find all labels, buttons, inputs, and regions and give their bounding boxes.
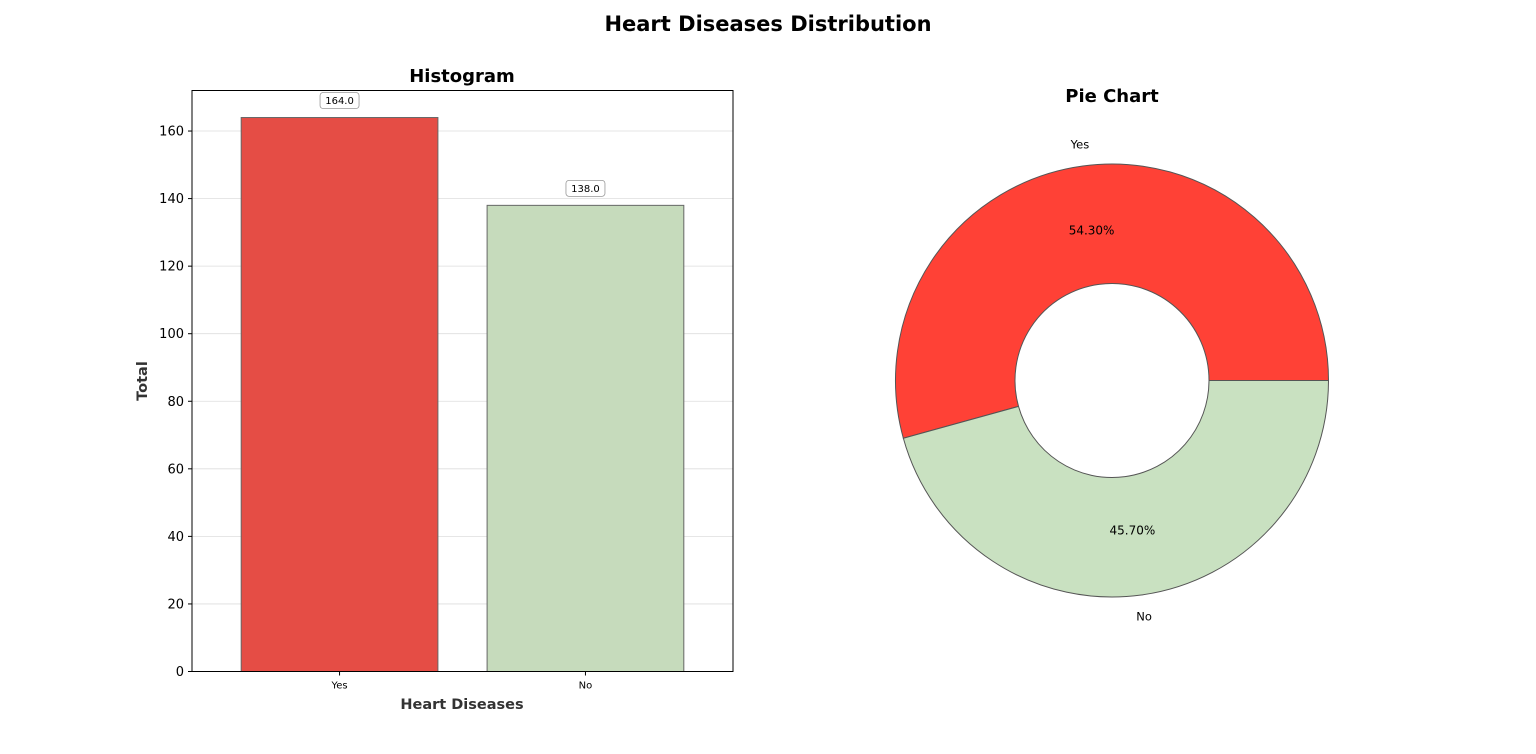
pie-category-label: Yes bbox=[1070, 138, 1090, 152]
y-tick-label: 60 bbox=[167, 462, 184, 477]
bar-no bbox=[486, 204, 685, 672]
figure-title: Heart Diseases Distribution bbox=[604, 12, 931, 36]
data-label-box bbox=[319, 92, 360, 109]
y-tick-label: 40 bbox=[167, 530, 184, 545]
bar-y-axis-label: Total bbox=[135, 361, 151, 401]
bar-data-labels: 164.0 138.0 bbox=[319, 92, 606, 197]
data-label: 138.0 bbox=[571, 184, 600, 195]
pie-slices bbox=[895, 163, 1330, 598]
pie-labels: Yes 54.30% No 45.70% bbox=[1069, 138, 1156, 624]
x-tick-label: Yes bbox=[330, 681, 347, 692]
y-tick-label: 0 bbox=[176, 665, 184, 680]
y-tick-label: 100 bbox=[159, 327, 184, 342]
bar-yes bbox=[240, 117, 439, 672]
y-tick-label: 120 bbox=[159, 260, 184, 275]
pie-slice-no bbox=[902, 380, 1330, 598]
y-tick-label: 140 bbox=[159, 192, 184, 207]
bar-x-axis-label: Heart Diseases bbox=[400, 697, 523, 713]
bar-series bbox=[240, 117, 685, 672]
bar-y-axis: 0 20 40 60 80 100 120 140 160 bbox=[159, 125, 192, 680]
pie-slice-yes bbox=[895, 163, 1330, 439]
pie-percent-label: 45.70% bbox=[1110, 524, 1156, 538]
y-tick-label: 160 bbox=[159, 125, 184, 140]
data-label-box bbox=[565, 179, 606, 197]
bar-x-axis: Yes No bbox=[330, 671, 593, 692]
bar-chart-title: Histogram bbox=[409, 66, 515, 87]
y-tick-label: 80 bbox=[167, 395, 184, 410]
data-label: 164.0 bbox=[325, 96, 354, 107]
bar-plot-frame bbox=[191, 90, 734, 672]
bar-chart: Histogram 0 20 40 60 80 100 120 140 160 Yes No 16… bbox=[135, 66, 734, 713]
pie-percent-label: 54.30% bbox=[1069, 223, 1115, 237]
pie-category-label: No bbox=[1136, 609, 1152, 623]
x-tick-label: No bbox=[579, 681, 593, 692]
y-tick-label: 20 bbox=[167, 597, 184, 612]
pie-chart: Pie Chart Yes 54.30% No 45.70% bbox=[895, 86, 1330, 624]
pie-chart-title: Pie Chart bbox=[1065, 86, 1159, 107]
